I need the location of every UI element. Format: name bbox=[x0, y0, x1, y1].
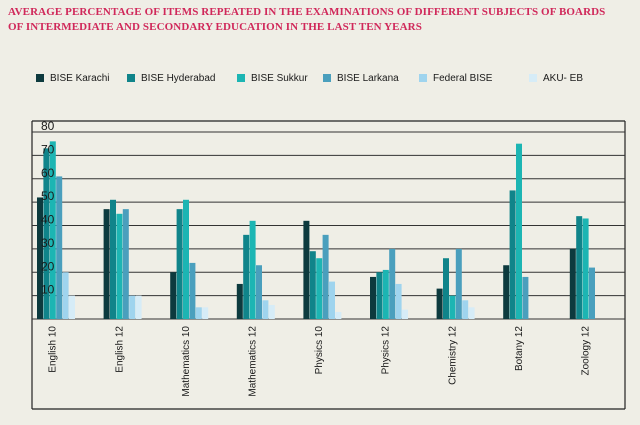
bar bbox=[135, 295, 142, 319]
bar bbox=[268, 304, 275, 319]
legend-item: BISE Sukkur bbox=[237, 70, 308, 88]
bar bbox=[49, 141, 56, 319]
x-tick-label: Mathematics 12 bbox=[248, 326, 259, 397]
bar bbox=[455, 248, 462, 319]
bar bbox=[43, 148, 50, 319]
bar bbox=[189, 262, 196, 319]
bar bbox=[256, 265, 262, 319]
bar bbox=[503, 265, 510, 319]
x-tick-label: English 10 bbox=[48, 326, 59, 373]
bar bbox=[176, 209, 183, 319]
legend-swatch bbox=[237, 74, 245, 82]
bar bbox=[329, 281, 335, 319]
legend-swatch bbox=[529, 74, 537, 82]
bar bbox=[376, 272, 383, 319]
bar bbox=[202, 307, 209, 319]
bar bbox=[370, 276, 376, 319]
bar bbox=[116, 213, 123, 319]
bar bbox=[462, 300, 469, 319]
x-tick-label: English 12 bbox=[114, 326, 125, 373]
bar bbox=[103, 209, 110, 319]
bar bbox=[443, 258, 449, 319]
chart-legend: BISE Karachi BISE Hyderabad BISE Sukkur BIS… bbox=[0, 70, 640, 90]
x-tick-label: Mathematics 10 bbox=[181, 326, 192, 397]
bar bbox=[110, 199, 116, 319]
bars bbox=[37, 141, 595, 319]
x-tick-label: Botany 12 bbox=[514, 326, 525, 371]
legend-item: BISE Larkana bbox=[323, 70, 399, 88]
bar bbox=[69, 295, 75, 319]
chart-title: AVERAGE PERCENTAGE OF ITEMS REPEATED IN … bbox=[8, 6, 606, 33]
legend-item: BISE Hyderabad bbox=[127, 70, 216, 88]
legend-item: BISE Karachi bbox=[36, 70, 109, 88]
bar bbox=[183, 199, 189, 319]
bar bbox=[262, 300, 269, 319]
bar bbox=[389, 248, 396, 319]
bar bbox=[243, 234, 250, 319]
y-tick-label: 10 bbox=[41, 283, 55, 297]
bar bbox=[522, 276, 529, 319]
bar bbox=[236, 283, 243, 319]
bar bbox=[382, 269, 389, 319]
bar bbox=[37, 197, 43, 319]
legend-swatch bbox=[127, 74, 135, 82]
legend-item: Federal BISE bbox=[419, 70, 492, 88]
x-tick-label: Physics 12 bbox=[381, 326, 392, 375]
bar bbox=[62, 272, 69, 319]
legend-label: BISE Larkana bbox=[337, 73, 399, 84]
bar bbox=[195, 307, 202, 319]
legend-swatch bbox=[323, 74, 331, 82]
bar bbox=[516, 143, 522, 319]
legend-label: BISE Sukkur bbox=[251, 73, 308, 84]
x-tick-label: Zoology 12 bbox=[581, 326, 592, 376]
legend-swatch bbox=[36, 74, 44, 82]
bar bbox=[436, 288, 443, 319]
bar bbox=[303, 220, 310, 319]
x-tick-label: Chemistry 12 bbox=[447, 326, 458, 385]
legend-label: AKU- EB bbox=[543, 73, 584, 84]
legend-label: BISE Hyderabad bbox=[141, 73, 216, 84]
bar bbox=[335, 311, 342, 319]
bar bbox=[569, 248, 576, 319]
bar bbox=[582, 218, 589, 319]
legend-item: AKU- EB bbox=[529, 70, 583, 88]
y-tick-label: 70 bbox=[41, 142, 55, 156]
bar bbox=[322, 234, 329, 319]
legend-label: Federal BISE bbox=[433, 73, 493, 84]
y-axis-ticks: 10 20 30 40 50 60 70 80 bbox=[41, 119, 55, 297]
y-tick-label: 50 bbox=[41, 189, 55, 203]
legend-swatch bbox=[419, 74, 427, 82]
x-tick-label: Physics 10 bbox=[314, 326, 325, 375]
bar bbox=[122, 209, 129, 319]
plot-frame bbox=[31, 120, 626, 410]
bar bbox=[402, 309, 408, 319]
y-tick-label: 80 bbox=[41, 119, 55, 133]
bar bbox=[129, 295, 136, 319]
y-tick-label: 30 bbox=[41, 236, 55, 250]
bar bbox=[395, 283, 402, 319]
x-axis-labels: English 10 English 12 Mathematics 10 Mathem… bbox=[48, 326, 592, 397]
bar bbox=[170, 272, 177, 319]
y-tick-label: 40 bbox=[41, 213, 55, 227]
bar bbox=[249, 220, 256, 319]
bar bbox=[56, 176, 63, 319]
y-tick-label: 20 bbox=[41, 259, 55, 273]
bar bbox=[449, 295, 456, 319]
y-tick-label: 60 bbox=[41, 166, 55, 180]
legend-label: BISE Karachi bbox=[50, 73, 110, 84]
bar bbox=[309, 251, 316, 319]
bar bbox=[316, 258, 323, 319]
bar bbox=[509, 190, 516, 319]
bar bbox=[576, 216, 583, 319]
bar bbox=[468, 307, 475, 319]
bar bbox=[589, 267, 595, 319]
